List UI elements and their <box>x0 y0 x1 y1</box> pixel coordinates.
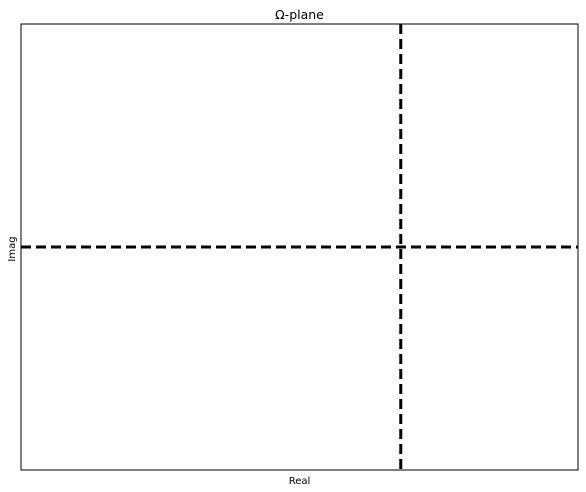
chart-title: Ω-plane <box>275 7 324 22</box>
x-axis-label: Real <box>289 476 311 487</box>
y-axis-label: Imag <box>7 236 18 261</box>
